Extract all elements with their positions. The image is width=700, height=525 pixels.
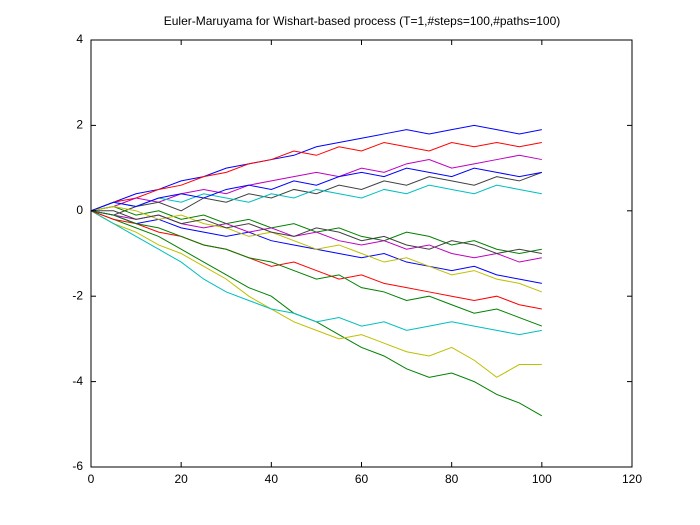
- path-line: [90, 210, 542, 336]
- path-line: [91, 210, 542, 255]
- x-tick-label: 120: [622, 472, 642, 486]
- y-tick-label: 0: [76, 203, 83, 217]
- path-line: [90, 210, 542, 284]
- y-tick-label: 4: [76, 32, 83, 46]
- x-tick-label: 100: [532, 472, 552, 486]
- path-line: [90, 210, 542, 310]
- x-tick-label: 0: [88, 472, 95, 486]
- path-line: [90, 210, 543, 327]
- y-tick-label: -4: [72, 374, 83, 388]
- path-line: [90, 184, 542, 212]
- y-tick-label: -6: [72, 459, 83, 473]
- path-line: [90, 206, 542, 255]
- x-tick-label: 40: [265, 472, 279, 486]
- path-line: [90, 171, 543, 216]
- path-line: [90, 141, 542, 212]
- y-tick-label: 2: [76, 118, 83, 132]
- x-tick-label: 80: [445, 472, 459, 486]
- y-tick-label: -2: [72, 288, 83, 302]
- path-line: [90, 167, 542, 212]
- x-tick-label: 60: [355, 472, 369, 486]
- path-line: [90, 210, 542, 378]
- path-line: [90, 124, 542, 212]
- x-tick-label: 20: [174, 472, 188, 486]
- chart-title: Euler-Maruyama for Wishart-based process…: [164, 14, 561, 28]
